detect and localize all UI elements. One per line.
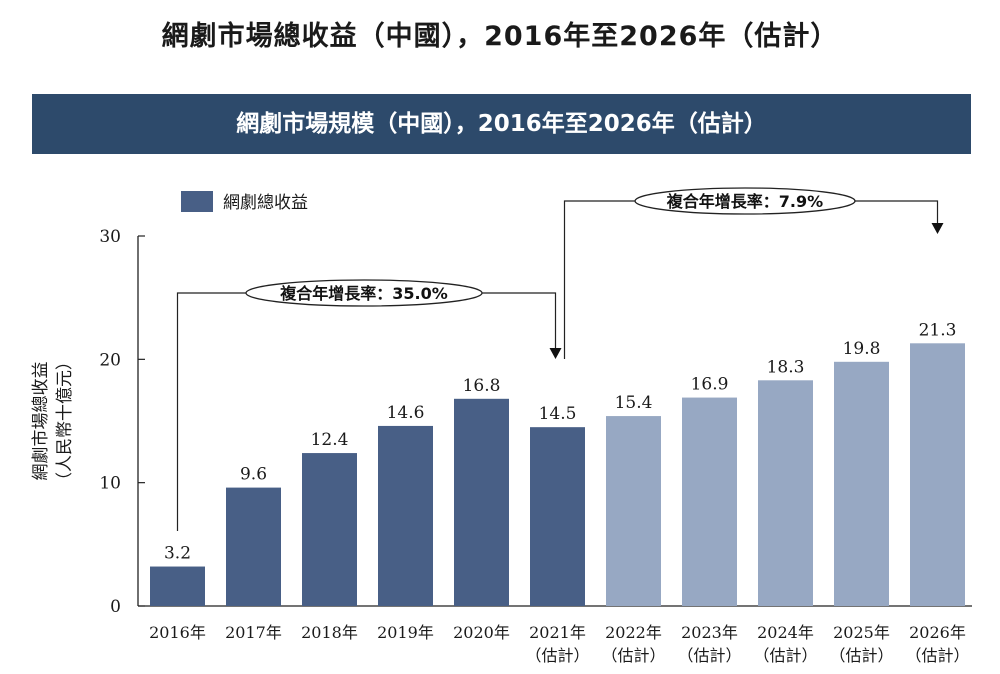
bar-value-label: 15.4 [615,393,653,413]
bar-value-label: 14.6 [387,403,425,423]
x-tick-label: 2020年 [453,623,510,642]
bar-value-label: 3.2 [164,544,191,564]
bar-value-label: 16.8 [463,376,501,396]
bar-value-label: 21.3 [919,320,957,340]
cagr-label: 複合年增長率：7.9% [666,192,823,211]
bar [226,487,281,606]
x-tick-label: 2024年 [757,623,814,642]
bar [150,566,205,606]
bar [606,416,661,606]
y-tick-label: 0 [110,597,121,617]
x-tick-note: （估計） [829,646,893,665]
legend-swatch [181,191,213,212]
bar [758,380,813,606]
bar-value-label: 14.5 [539,404,577,424]
bar [378,425,433,606]
x-tick-label: 2017年 [225,623,282,642]
x-tick-label: 2016年 [149,623,206,642]
cagr-arrow-down [549,348,562,359]
x-tick-note: （估計） [525,646,589,665]
chart-banner: 網劇市場規模（中國），2016年至2026年（估計） [32,94,971,154]
x-tick-label: 2026年 [909,623,966,642]
bar [454,398,509,606]
cagr-label: 複合年增長率：35.0% [279,284,448,303]
y-axis-title: 網劇市場總收益 [31,362,51,481]
cagr-bracket-line [563,200,939,359]
bar [530,427,585,606]
y-axis-unit: （人民幣十億元） [55,353,75,489]
cagr-ellipse [634,187,856,215]
x-tick-note: （估計） [601,646,665,665]
page-title: 網劇市場總收益（中國），2016年至2026年（估計） [161,21,839,52]
x-tick-label: 2019年 [377,623,434,642]
y-tick-label: 20 [99,350,121,370]
x-tick-label: 2022年 [605,623,662,642]
y-tick-label: 30 [99,227,121,247]
bar [682,397,737,606]
bar-value-label: 18.3 [767,357,805,377]
bar-value-label: 16.9 [691,375,729,395]
bar [910,343,965,606]
legend-label: 網劇總收益 [223,193,308,213]
cagr-arrow-down [931,223,944,234]
y-tick-label: 10 [99,474,121,494]
bar [834,361,889,606]
cagr-ellipse [245,279,483,307]
x-tick-note: （估計） [677,646,741,665]
bar-value-label: 19.8 [843,339,881,359]
bar [302,453,357,606]
x-tick-label: 2023年 [681,623,738,642]
x-tick-label: 2018年 [301,623,358,642]
x-tick-label: 2021年 [529,623,586,642]
x-tick-note: （估計） [905,646,969,665]
x-tick-label: 2025年 [833,623,890,642]
bar-value-label: 9.6 [240,465,267,485]
x-tick-note: （估計） [753,646,817,665]
bar-value-label: 12.4 [311,430,349,450]
